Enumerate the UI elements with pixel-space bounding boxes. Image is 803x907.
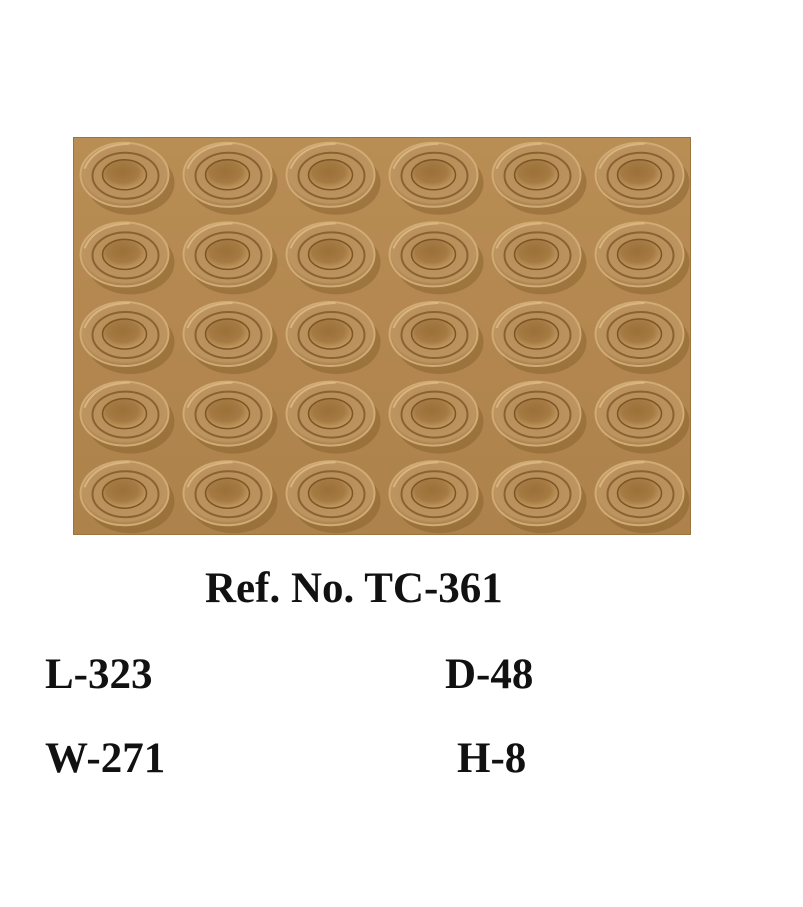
height-spec: H-8	[457, 735, 527, 782]
tray-cavity	[594, 221, 690, 295]
tray-cavity	[491, 221, 587, 295]
width-spec: W-271	[45, 735, 166, 782]
tray-cavity	[285, 380, 381, 454]
tray-cavity	[79, 141, 175, 215]
tray-cavity	[79, 221, 175, 295]
tray-cavity	[491, 380, 587, 454]
tray-cavity	[491, 301, 587, 374]
tray-cavity	[388, 141, 484, 215]
tray-cavity	[285, 301, 381, 374]
tray-cavity	[285, 141, 381, 215]
tray-cavity	[182, 221, 278, 295]
tray-cavity	[388, 380, 484, 454]
tray-cavity	[182, 380, 278, 454]
length-spec: L-323	[45, 651, 153, 698]
tray-cavity	[285, 221, 381, 295]
tray-cavity	[285, 460, 381, 534]
depth-spec: D-48	[445, 651, 534, 698]
tray-cavity	[182, 301, 278, 374]
tray-cavity	[594, 380, 690, 454]
cavity-tray-image	[73, 137, 691, 535]
tray-cavity	[388, 301, 484, 374]
reference-number: Ref. No. TC-361	[205, 565, 503, 612]
tray-cavity	[594, 301, 690, 374]
tray-cavity	[388, 460, 484, 534]
tray-cavity	[388, 221, 484, 295]
tray-cavity	[491, 141, 587, 215]
tray-cavity	[79, 460, 175, 534]
tray-cavity	[594, 141, 690, 215]
tray-cavity	[182, 141, 278, 215]
tray-cavity	[491, 460, 587, 534]
tray-cavity	[79, 301, 175, 374]
tray-cavity	[594, 460, 690, 534]
cavity-grid	[79, 141, 690, 534]
tray-cavity	[182, 460, 278, 534]
tray-cavity	[79, 380, 175, 454]
